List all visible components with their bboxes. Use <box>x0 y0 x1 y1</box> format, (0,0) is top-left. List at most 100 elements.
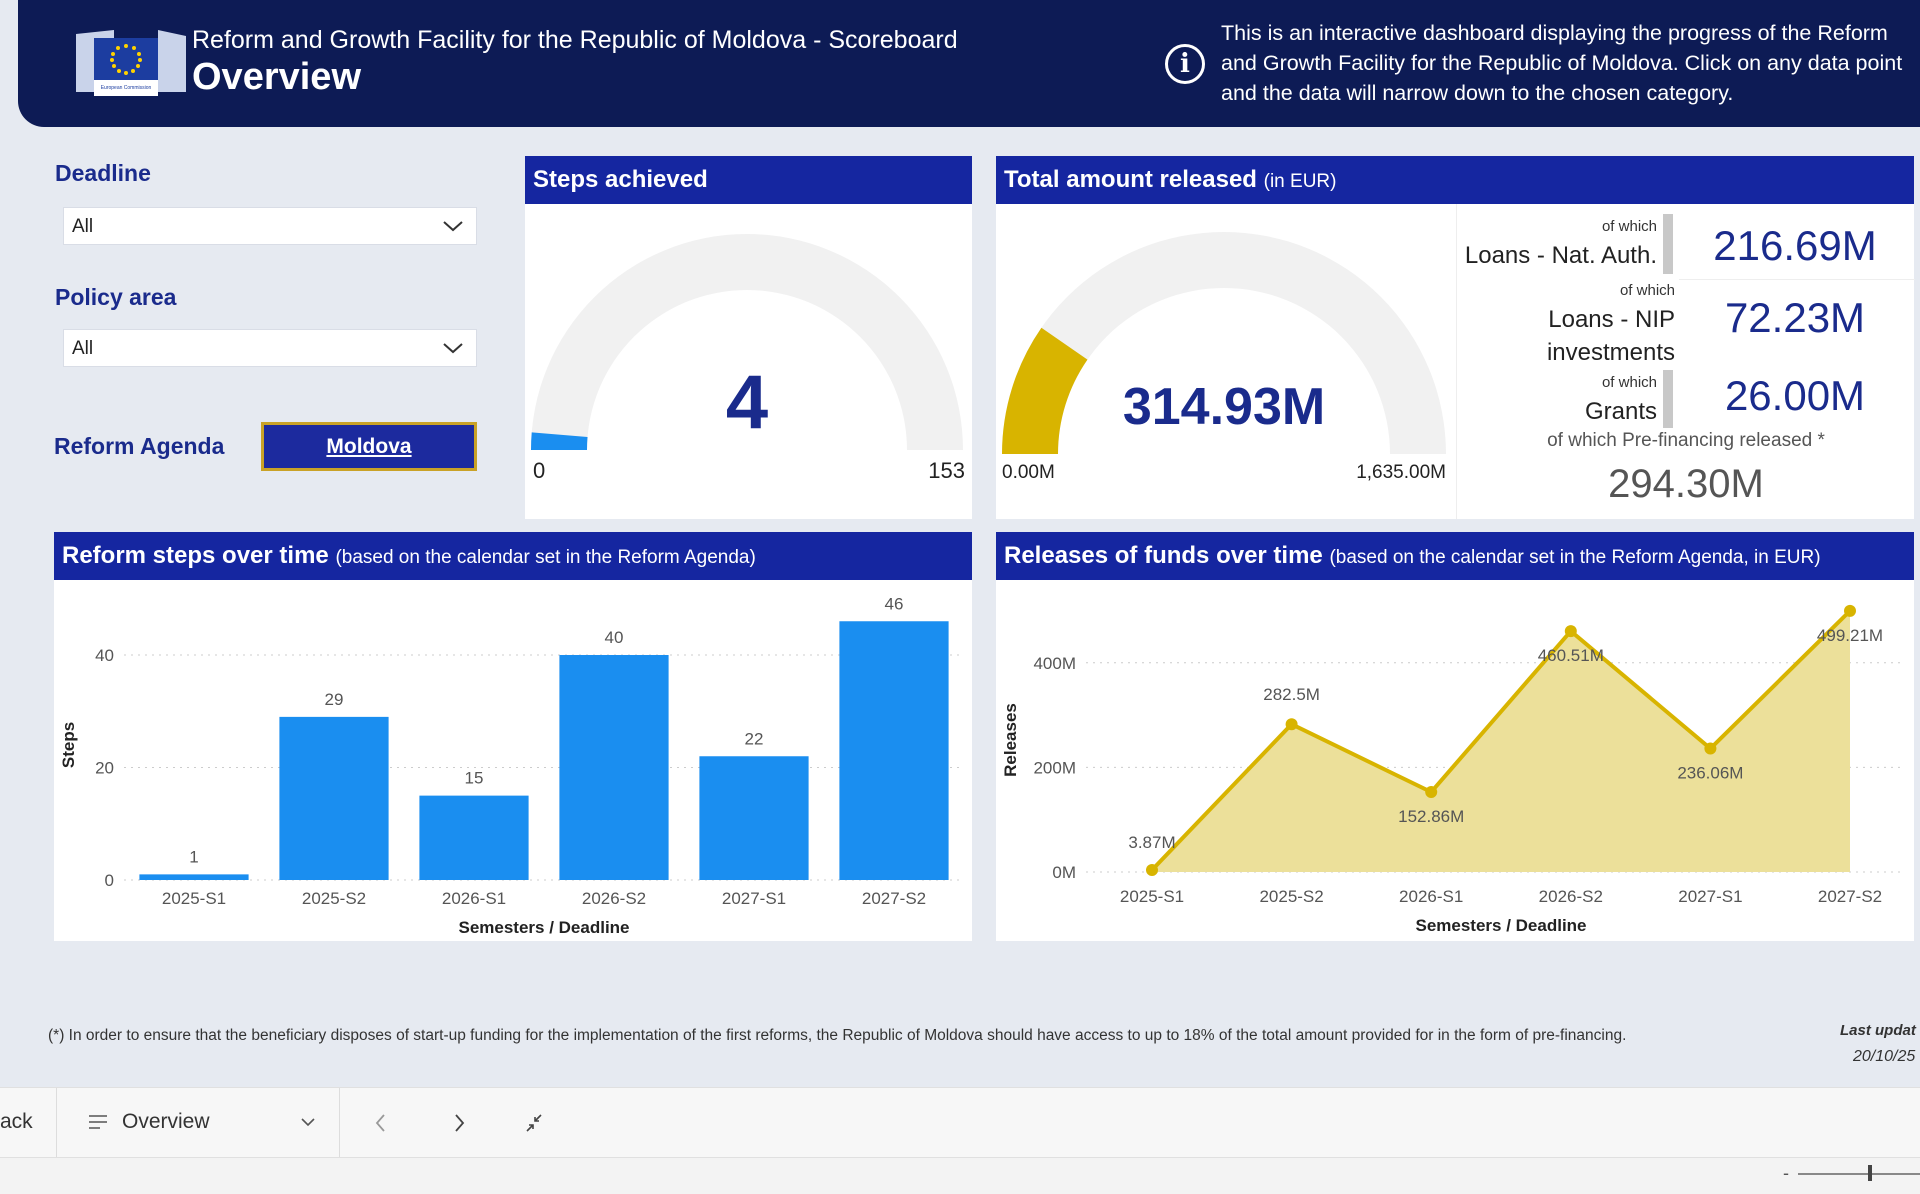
gauge-min-label: 0 <box>533 458 545 483</box>
breakdown-divider <box>1679 279 1915 280</box>
steps-value: 4 <box>726 360 768 445</box>
bar-2025-S2[interactable] <box>279 716 389 880</box>
total-released-panel: Total amount released (in EUR) 314.93M 0… <box>996 156 1915 519</box>
point-2027-S2[interactable] <box>1844 604 1856 617</box>
exit-fullscreen-icon[interactable] <box>524 1112 544 1134</box>
y-axis-title: Steps <box>59 722 78 768</box>
gauge-min-label: 0.00M <box>1002 462 1055 483</box>
last-updated-label: Last updat <box>1840 1022 1916 1039</box>
prefinancing-label: of which Pre-financing released * <box>1547 430 1825 451</box>
point-2025-S2[interactable] <box>1285 718 1298 731</box>
series-line <box>1150 609 1852 872</box>
total-released-title: Total amount released (in EUR) <box>996 156 1914 204</box>
x-tick-label: 2025-S1 <box>162 889 226 908</box>
point-2026-S2[interactable] <box>1564 625 1577 638</box>
data-label: 282.5M <box>1263 685 1320 704</box>
x-tick-label: 2026-S2 <box>1539 887 1603 906</box>
prefinancing-value[interactable]: 294.30M <box>1608 462 1764 506</box>
data-label: 15 <box>465 769 484 788</box>
moldova-button[interactable]: Moldova <box>261 422 477 471</box>
gauge-max-label: 1,635.00M <box>1356 462 1446 483</box>
policy-area-label: Policy area <box>55 284 177 310</box>
deadline-value: All <box>72 216 94 237</box>
steps-gauge[interactable]: 4 0 153 <box>525 204 972 519</box>
gauge-track <box>531 234 963 450</box>
bar-2026-S2[interactable] <box>559 655 669 880</box>
last-updated-value: 20/10/25 <box>1853 1048 1916 1065</box>
back-button[interactable]: ack <box>0 1110 33 1133</box>
releases-chart[interactable]: 0M 200M 400M 3.87M 2025-S1 282.5M 2025-S2 152.8… <box>996 580 1914 941</box>
data-label: 40 <box>605 628 624 647</box>
previous-page-icon[interactable] <box>372 1112 390 1134</box>
x-tick-label: 2026-S1 <box>442 889 506 908</box>
bar-2027-S2[interactable] <box>839 621 949 880</box>
dashboard-description: This is an interactive dashboard display… <box>1221 21 1903 105</box>
reform-steps-title: Reform steps over time (based on the cal… <box>54 532 972 580</box>
reform-steps-panel: Reform steps over time (based on the cal… <box>54 532 972 941</box>
page-selector-value: Overview <box>122 1110 210 1133</box>
chevron-down-icon <box>301 1118 315 1127</box>
ec-logo: European Commission <box>76 30 186 96</box>
x-tick-label: 2025-S2 <box>302 889 366 908</box>
y-tick-label: 40 <box>95 646 114 665</box>
y-tick-label: 0 <box>105 871 114 890</box>
page-title: Overview <box>192 56 361 98</box>
bar-2025-S1[interactable] <box>139 874 249 880</box>
reform-steps-chart[interactable]: 0 20 40 1 2025-S1 29 2025-S2 15 2026-S1 40 2026-S2… <box>54 580 972 941</box>
breakdown-bar <box>1663 370 1673 428</box>
breakdown-label-investments: investments <box>1546 339 1675 366</box>
report-nav-bar: ack Overview <box>0 1087 1920 1158</box>
policy-area-value: All <box>72 338 94 359</box>
breakdown-value-loans-nat[interactable]: 216.69M <box>1713 222 1877 269</box>
breakdown-value-loans-nip[interactable]: 72.23M <box>1724 294 1866 341</box>
point-2026-S1[interactable] <box>1425 786 1438 799</box>
chevron-down-icon <box>443 343 463 354</box>
gauge-max-label: 153 <box>928 458 965 483</box>
gauge-fill <box>1002 327 1088 454</box>
gauge-fill <box>531 432 588 450</box>
nav-divider <box>56 1088 57 1158</box>
reform-agenda-label: Reform Agenda <box>54 433 225 459</box>
zoom-slider-track[interactable] <box>1798 1173 1920 1175</box>
header-banner <box>18 0 1920 127</box>
y-tick-label: 400M <box>1033 654 1076 673</box>
x-tick-label: 2025-S2 <box>1259 887 1323 906</box>
gauge-track <box>1002 232 1446 454</box>
data-label: 152.86M <box>1398 807 1464 826</box>
breakdown-caption: of which <box>1601 374 1657 391</box>
breakdown-value-grants[interactable]: 26.00M <box>1724 372 1866 419</box>
steps-achieved-title: Steps achieved <box>525 156 972 204</box>
data-label: 460.51M <box>1538 646 1604 665</box>
policy-area-select[interactable]: All <box>63 329 477 367</box>
x-tick-label: 2027-S1 <box>722 889 786 908</box>
area-fill <box>1152 610 1850 872</box>
point-2025-S1[interactable] <box>1146 863 1158 876</box>
breakdown-label-loans-nat: Loans - Nat. Auth. <box>1464 242 1657 269</box>
zoom-slider-thumb[interactable] <box>1868 1165 1872 1181</box>
bar-2026-S1[interactable] <box>419 795 529 880</box>
y-tick-label: 0M <box>1052 863 1076 882</box>
chevron-down-icon <box>443 221 463 232</box>
x-tick-label: 2026-S1 <box>1399 887 1463 906</box>
deadline-label: Deadline <box>55 160 151 186</box>
data-label: 3.87M <box>1128 833 1175 852</box>
released-gauge[interactable]: 314.93M 0.00M 1,635.00M <box>996 204 1456 519</box>
zoom-out-button[interactable]: - <box>1783 1163 1789 1183</box>
breakdown-label-loans-nip: Loans - NIP <box>1548 306 1675 333</box>
released-value: 314.93M <box>1123 378 1325 436</box>
bar-2027-S1[interactable] <box>699 756 809 880</box>
deadline-select[interactable]: All <box>63 207 477 245</box>
x-axis-title: Semesters / Deadline <box>458 918 629 937</box>
breakdown-bar <box>1663 214 1673 274</box>
y-tick-label: 200M <box>1033 758 1076 777</box>
page-selector[interactable]: Overview <box>88 1088 320 1158</box>
x-tick-label: 2027-S1 <box>1678 887 1742 906</box>
point-2027-S1[interactable] <box>1704 742 1717 755</box>
status-bar: - <box>0 1157 1920 1194</box>
breakdown-label-grants: Grants <box>1584 398 1657 425</box>
y-axis-title: Releases <box>1001 703 1020 777</box>
info-icon[interactable]: i <box>1165 44 1205 84</box>
next-page-icon[interactable] <box>450 1112 468 1134</box>
breakdown-caption: of which <box>1601 218 1657 235</box>
x-tick-label: 2027-S2 <box>1818 887 1882 906</box>
